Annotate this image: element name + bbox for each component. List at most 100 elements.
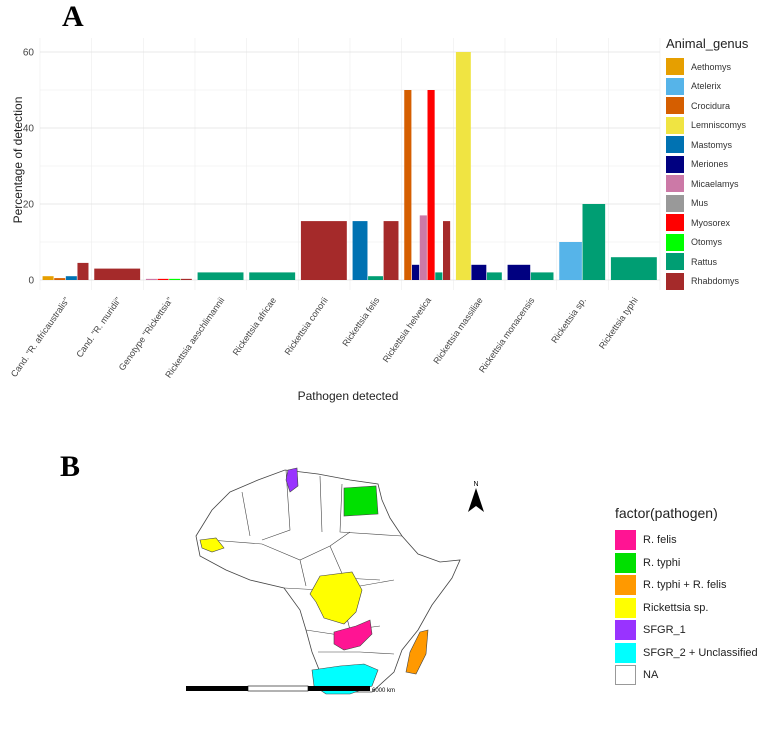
genus-legend-swatch [666, 155, 684, 173]
pathogen-legend: factor(pathogen) R. felis R. typhi R. typh… [615, 505, 758, 687]
pathogen-legend-swatch [615, 642, 636, 663]
genus-legend-swatch [666, 214, 684, 232]
y-tick-labels: 0 20 40 60 [23, 48, 35, 287]
bar [42, 276, 54, 280]
bar [65, 276, 77, 280]
north-arrow-icon [468, 488, 484, 512]
x-tick-label: Rickettsia felis [340, 295, 381, 348]
x-tick-label: Rickettsia sp. [549, 295, 588, 345]
x-tick-label: Rickettsia conorii [283, 295, 330, 356]
pathogen-legend-title: factor(pathogen) [615, 505, 718, 521]
bar [180, 278, 192, 280]
genus-legend-item: Meriones [666, 155, 748, 175]
genus-legend-swatch [666, 194, 684, 212]
north-arrow: N [468, 481, 484, 512]
chart-bars [42, 52, 657, 280]
scale-label: 6000 km [372, 688, 396, 694]
genus-legend-item: Otomys [666, 233, 748, 253]
genus-legend-label: Rhabdomys [691, 276, 740, 287]
genus-legend-item: Myosorex [666, 213, 748, 233]
region-madagascar-rtyphi-rfelis [405, 629, 429, 675]
bar-chart: 0 20 40 60 Cand. "R. africaustralis" Cand. "… [9, 38, 661, 403]
bar [530, 272, 554, 280]
genus-legend-swatch [666, 116, 684, 134]
y-axis-label: Percentage of detection [11, 97, 25, 224]
genus-legend-item: Rattus [666, 252, 748, 272]
genus-legend-item: Crocidura [666, 96, 748, 116]
genus-legend-swatch [666, 233, 684, 251]
scale-seg-1 [186, 686, 248, 691]
x-tick-label: Genotype "Rickettsia" [117, 295, 175, 372]
bar [368, 276, 383, 280]
genus-legend-item: Lemniscomys [666, 116, 748, 136]
x-axis-label: Pathogen detected [298, 389, 399, 403]
bar [145, 278, 157, 280]
bar [157, 278, 169, 280]
x-tick-label: Rickettsia helvetica [381, 295, 433, 364]
genus-legend-swatch [666, 136, 684, 154]
africa-map: N [186, 467, 484, 695]
genus-legend-swatch [666, 272, 684, 290]
genus-legend-item: Mus [666, 194, 748, 214]
genus-legend-label: Aethomys [691, 61, 732, 72]
x-tick-label: Rickettsia africae [231, 295, 278, 357]
genus-legend-label: Micaelamys [691, 178, 739, 189]
chart-grid [39, 38, 661, 290]
genus-legend-title: Animal_genus [666, 36, 749, 51]
pathogen-legend-label: SFGR_1 [643, 624, 686, 637]
genus-legend-swatch [666, 253, 684, 271]
y-tick-label: 20 [23, 200, 35, 211]
scale-seg-2 [247, 685, 309, 692]
x-tick-label: Rickettsia massiliae [431, 295, 485, 365]
pathogen-legend-label: SFGR_2 + Unclassified [643, 646, 758, 659]
pathogen-legend-label: R. felis [643, 534, 677, 547]
bar [435, 272, 443, 280]
bar [419, 215, 427, 280]
panel-a-letter: A [62, 0, 84, 33]
genus-legend-label: Rattus [691, 256, 718, 267]
pathogen-legend-item: R. typhi [615, 552, 758, 575]
x-tick-label: Cand. "R. muridii" [74, 295, 123, 359]
region-tunisia-sfgr1 [285, 467, 299, 493]
bar [404, 90, 412, 280]
bar [427, 90, 435, 280]
bar [300, 221, 347, 280]
bar [582, 204, 606, 280]
pathogen-legend-swatch [615, 575, 636, 596]
pathogen-legend-label: NA [643, 669, 659, 682]
bar [455, 52, 471, 280]
genus-legend-label: Mastomys [691, 139, 733, 150]
pathogen-legend-label: Rickettsia sp. [643, 601, 709, 614]
region-drc-rsp [309, 571, 363, 625]
scale-seg-3 [308, 686, 370, 691]
genus-legend-item: Rhabdomys [666, 272, 748, 292]
bar [443, 221, 451, 280]
bar [610, 257, 657, 280]
region-egypt-rtyphi [343, 485, 379, 517]
bar [77, 262, 89, 280]
pathogen-legend-swatch [615, 620, 636, 641]
x-tick-label: Cand. "R. africaustralis" [9, 295, 72, 378]
x-tick-label: Rickettsia aeschlimannii [163, 295, 226, 379]
genus-legend-label: Crocidura [691, 100, 731, 111]
genus-legend-item: Micaelamys [666, 174, 748, 194]
genus-legend-swatch [666, 58, 684, 76]
bar [507, 264, 531, 280]
y-tick-label: 0 [28, 276, 34, 287]
bar [352, 221, 368, 280]
genus-legend-swatch [666, 175, 684, 193]
region-senegal-rsp [199, 537, 225, 553]
pathogen-legend-item: R. typhi + R. felis [615, 574, 758, 597]
x-tick-labels: Cand. "R. africaustralis" Cand. "R. murid… [9, 295, 640, 380]
genus-legend-label: Mus [691, 198, 709, 209]
pathogen-legend-item: NA [615, 664, 758, 687]
pathogen-legend-label: R. typhi [643, 556, 681, 569]
genus-legend-label: Lemniscomys [691, 120, 747, 131]
genus-legend: Animal_genus Aethomys Atelerix Crocidura Le… [666, 36, 748, 291]
bar [169, 278, 181, 280]
y-tick-label: 60 [23, 48, 35, 59]
bar [54, 278, 66, 280]
bar [94, 268, 141, 280]
bar [471, 264, 487, 280]
pathogen-legend-swatch [615, 665, 636, 686]
